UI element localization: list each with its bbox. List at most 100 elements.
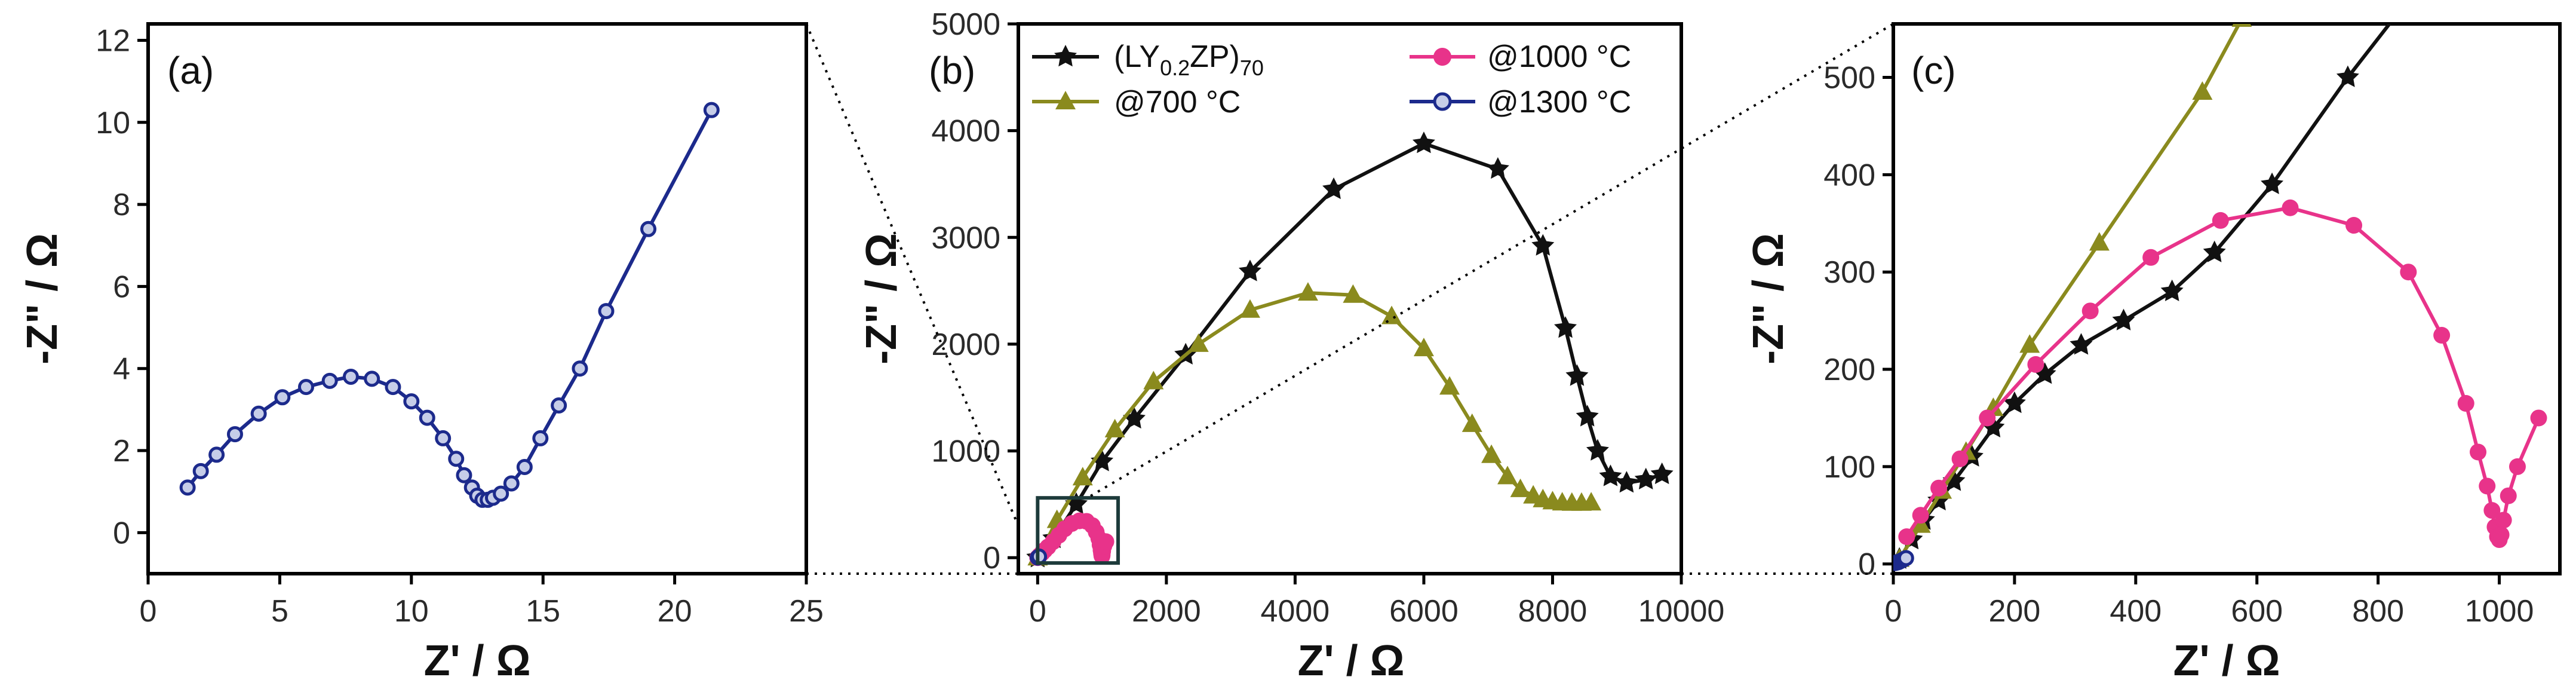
data-point-a-0 xyxy=(435,430,452,446)
y-tick-label-c: 300 xyxy=(1823,255,1875,290)
y-axis-label-c: -Z" / Ω xyxy=(1745,233,1792,365)
data-point-a-0 xyxy=(364,370,380,387)
x-tick-label-c: 1000 xyxy=(2465,594,2534,629)
legend-entry-700: @700 °C xyxy=(1032,85,1241,120)
x-tick-label-b: 2000 xyxy=(1132,594,1201,629)
data-point-c-0 xyxy=(2397,0,2420,9)
data-point-a-0 xyxy=(598,303,615,320)
data-point-a-0 xyxy=(208,446,225,463)
data-point-a-0 xyxy=(503,475,520,492)
x-tick-label-b: 6000 xyxy=(1389,594,1459,629)
data-point-b-0 xyxy=(1576,405,1599,427)
zoom-connectors xyxy=(805,23,1895,575)
series-line-c-1 xyxy=(1898,24,2242,561)
data-point-b-0 xyxy=(1599,464,1622,486)
series-b-1 xyxy=(1027,282,1602,566)
panel-label-c: (c) xyxy=(1911,49,1956,92)
x-axis-label-c: Z' / Ω xyxy=(2173,637,2280,685)
series-line-c-0 xyxy=(1898,24,2392,561)
data-point-b-1 xyxy=(1497,466,1518,485)
panel-c: 0 200 400 600 800 1000 0 100 200 300 400 500 (c) Z'… xyxy=(1745,0,2562,685)
data-point-b-0 xyxy=(1238,259,1261,281)
data-point-c-2 xyxy=(2457,395,2474,412)
data-point-a-0 xyxy=(321,372,338,389)
data-point-b-0 xyxy=(1565,364,1589,386)
data-point-b-1 xyxy=(1072,467,1093,486)
series-line-b-0 xyxy=(1036,142,1663,559)
x-tick-label-b: 0 xyxy=(1029,594,1046,629)
data-point-c-0 xyxy=(1982,415,2005,437)
y-tick-label-b: 5000 xyxy=(931,7,1000,42)
data-point-c-0 xyxy=(2070,333,2093,355)
data-point-c-2 xyxy=(1898,528,1915,546)
data-point-b-0 xyxy=(1554,316,1577,338)
data-point-c-2 xyxy=(2495,512,2512,529)
data-point-b-1 xyxy=(1510,478,1531,497)
y-tick-label-a: 12 xyxy=(96,23,130,58)
legend: (LY0.2ZP)70 @700 °C @1000 °C @1300 °C xyxy=(1032,39,1631,120)
data-point-c-2 xyxy=(1979,409,1996,427)
legend-entry-1000: @1000 °C xyxy=(1410,39,1631,74)
data-point-c-3 xyxy=(1898,550,1914,566)
data-point-b-0 xyxy=(1586,439,1609,461)
data-point-c-0 xyxy=(2033,362,2056,384)
data-point-b-0 xyxy=(1412,131,1435,154)
data-point-b-0 xyxy=(1486,157,1509,179)
data-point-a-0 xyxy=(226,426,243,443)
data-point-c-2 xyxy=(2433,327,2451,344)
data-point-b-1 xyxy=(1481,444,1502,463)
data-point-c-1 xyxy=(2192,81,2213,100)
data-point-a-0 xyxy=(551,397,567,414)
y-tick-label-a: 8 xyxy=(113,188,130,222)
legend-ly-sub2: 70 xyxy=(1240,56,1264,80)
data-point-c-2 xyxy=(1912,507,1929,524)
x-tick-label-a: 0 xyxy=(140,594,157,629)
panel-label-b: (b) xyxy=(929,49,975,92)
y-tick-label-c: 500 xyxy=(1823,61,1875,96)
panel-b: 0 2000 4000 6000 8000 10000 0 1000 2000 3000 4000 5… xyxy=(858,7,1724,685)
data-point-a-0 xyxy=(448,451,465,467)
y-tick-label-a: 6 xyxy=(113,270,130,304)
inset-box xyxy=(1036,496,1120,565)
data-point-c-2 xyxy=(2509,458,2526,475)
data-point-c-0 xyxy=(2112,308,2135,330)
series-group-c xyxy=(1893,0,2547,571)
series-group-a xyxy=(179,102,720,508)
data-point-b-1 xyxy=(1143,370,1164,390)
legend-ly-main: (LY xyxy=(1114,39,1160,74)
data-point-c-1 xyxy=(2231,24,2252,27)
series-line-c-2 xyxy=(1905,206,2541,542)
data-point-c-2 xyxy=(2400,264,2417,281)
data-point-c-2 xyxy=(2142,249,2160,266)
x-tick-label-c: 800 xyxy=(2352,594,2404,629)
x-axis-label-b: Z' / Ω xyxy=(1298,637,1405,685)
data-point-b-0 xyxy=(1322,177,1346,200)
series-group-b xyxy=(1026,131,1674,568)
data-point-c-0 xyxy=(2336,65,2359,87)
legend-label-1300: @1300 °C xyxy=(1487,85,1631,120)
y-tick-label-b: 3000 xyxy=(931,221,1000,255)
y-tick-label-b: 4000 xyxy=(931,114,1000,149)
data-point-a-0 xyxy=(297,379,314,396)
data-point-a-0 xyxy=(385,379,401,396)
legend-ly-sub1: 0.2 xyxy=(1160,56,1190,80)
data-point-a-0 xyxy=(572,360,588,377)
data-point-b-1 xyxy=(1413,338,1434,357)
panel-a: 0 5 10 15 20 25 0 2 4 6 8 10 12 (a) Z' / Ω -Z" / Ω xyxy=(19,22,824,685)
data-point-c-2 xyxy=(2345,217,2363,234)
x-tick-label-c: 600 xyxy=(2231,594,2283,629)
data-point-a-0 xyxy=(456,467,472,483)
data-point-c-2 xyxy=(2212,212,2229,229)
data-point-b-1 xyxy=(1239,299,1260,318)
y-tick-label-a: 2 xyxy=(113,434,130,468)
data-point-c-2 xyxy=(1930,479,1948,497)
x-tick-label-b: 4000 xyxy=(1261,594,1330,629)
axis-ticks-a: 0 5 10 15 20 25 0 2 4 6 8 10 12 xyxy=(96,23,824,629)
data-point-b-0 xyxy=(1091,449,1114,471)
legend-label-700: @700 °C xyxy=(1114,85,1241,120)
data-point-b-1 xyxy=(1439,376,1460,395)
data-point-c-2 xyxy=(2479,477,2496,495)
data-point-a-0 xyxy=(403,393,420,410)
y-tick-label-c: 100 xyxy=(1823,450,1875,485)
data-point-c-2 xyxy=(2492,526,2510,543)
